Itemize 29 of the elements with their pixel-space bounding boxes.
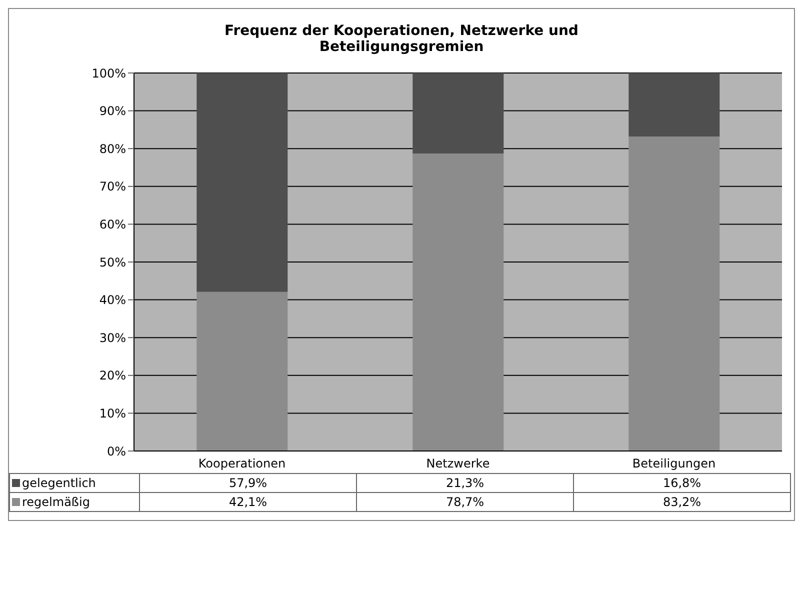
y-tick-label: 50%	[99, 255, 126, 270]
chart-title: Frequenz der Kooperationen, Netzwerke und Beteiligungsgremien	[224, 22, 580, 57]
legend-label: gelegentlich	[10, 474, 140, 492]
data-label: 21,3%	[356, 474, 574, 492]
x-tick-label: Kooperationen	[198, 456, 286, 471]
x-tick-label: Netzwerke	[426, 456, 490, 471]
x-tick-label: Beteiligungen	[632, 456, 716, 471]
data-label: 42,1%	[140, 492, 356, 512]
legend-label: regelmäßig	[10, 492, 140, 512]
y-tick-label: 10%	[99, 406, 126, 420]
y-tick-label: 0%	[106, 444, 126, 458]
y-tick-label: 20%	[99, 368, 126, 383]
y-tick-label: 70%	[99, 180, 126, 194]
data-label: 83,2%	[574, 492, 790, 512]
y-tick-label: 80%	[99, 142, 126, 156]
y-tick-label: 60%	[99, 217, 126, 232]
bar	[196, 73, 288, 292]
data-label: 16,8%	[574, 474, 790, 492]
data-label: 78,7%	[356, 492, 574, 512]
bar	[412, 154, 504, 451]
data-label: 57,9%	[140, 474, 356, 492]
bar	[412, 73, 504, 154]
y-tick-label: 40%	[99, 293, 126, 308]
bar	[628, 73, 720, 137]
y-tick-label: 90%	[99, 104, 126, 118]
bar	[628, 136, 720, 451]
y-tick-label: 100%	[92, 66, 126, 80]
y-tick-label: 30%	[99, 330, 126, 345]
bar	[196, 292, 288, 451]
